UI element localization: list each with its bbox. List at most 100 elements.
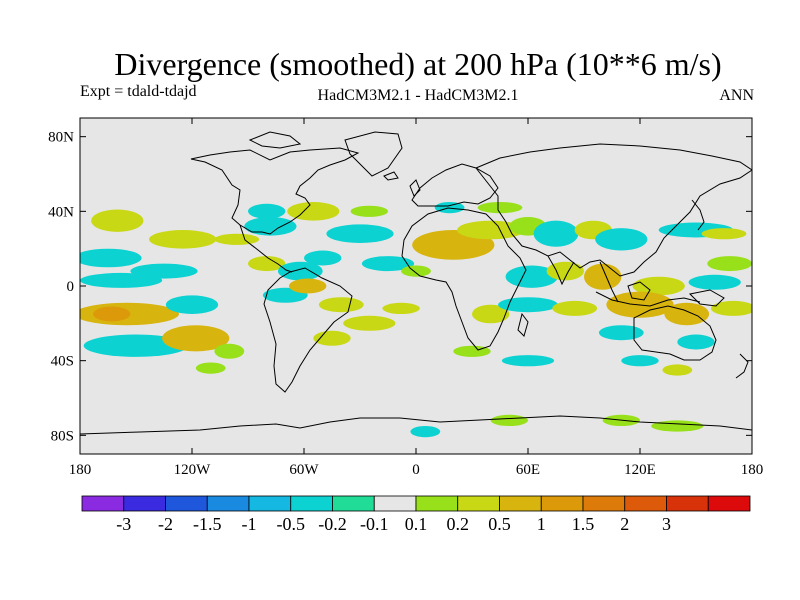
colorbar-label-3: -1 — [242, 514, 257, 534]
contour-region-21 — [318, 297, 364, 313]
contour-region-45 — [472, 304, 510, 324]
colorbar-swatch-13 — [624, 495, 667, 512]
colorbar-label-6: -0.1 — [360, 514, 389, 534]
coast-africa — [401, 207, 527, 351]
colorbar-label-10: 1 — [537, 514, 546, 534]
y-tick-label-0: 80N — [48, 130, 74, 146]
y-tick-label-3: 40S — [51, 354, 74, 370]
contour-region-47 — [552, 300, 598, 316]
colorbar-swatch-1 — [123, 495, 166, 512]
coast-india — [547, 255, 575, 286]
contour-region-13 — [244, 217, 297, 236]
coast-europe — [411, 163, 499, 207]
contour-region-51 — [710, 300, 752, 316]
contour-region-25 — [361, 256, 415, 272]
colorbar-label-13: 3 — [662, 514, 671, 534]
colorbar-swatch-6 — [332, 495, 375, 512]
coast-borneo — [627, 281, 651, 301]
contour-region-10 — [214, 343, 245, 359]
contour-region-16 — [248, 256, 286, 272]
contour-region-33 — [434, 202, 465, 214]
contour-region-9 — [162, 325, 230, 352]
contour-region-11 — [195, 362, 226, 374]
contour-region-53 — [501, 355, 555, 367]
contour-region-34 — [533, 220, 579, 247]
contour-region-20 — [289, 278, 327, 294]
axes: 180 120W 60W 0 60E 120E 180 80N 40N 0 40S 80S — [48, 118, 763, 478]
contour-region-49 — [664, 302, 710, 326]
contour-region-60 — [410, 426, 441, 438]
contour-region-52 — [677, 334, 715, 350]
contour-region-40 — [688, 274, 741, 290]
contour-region-46 — [498, 297, 558, 313]
colorbar-label-2: -1.5 — [193, 514, 222, 534]
colorbar-label-9: 0.5 — [488, 514, 511, 534]
contour-region-32 — [477, 202, 523, 214]
x-tick-label-5: 120E — [624, 462, 656, 478]
coast-arctic-islands — [248, 131, 302, 149]
contour-region-44 — [632, 276, 685, 296]
coast-north-america — [190, 147, 360, 235]
coast-japan — [691, 199, 705, 231]
contour-region-38 — [701, 228, 747, 240]
coast-australia — [633, 305, 717, 361]
contour-region-7 — [130, 263, 198, 279]
contour-region-57 — [490, 414, 528, 426]
colorbar: -3 -2 -1.5 -1 -0.5 -0.2 -0.1 0.1 0.2 0.5 1 1.5 2 3 — [81, 495, 751, 534]
contour-region-59 — [651, 420, 704, 432]
contour-region-5 — [83, 334, 189, 357]
colorbar-label-0: -3 — [116, 514, 131, 534]
y-tick-label-2: 0 — [67, 279, 75, 295]
contour-region-54 — [621, 355, 659, 367]
contour-region-4 — [93, 306, 131, 322]
contour-region-6 — [149, 230, 217, 249]
y-tick-label-1: 40N — [48, 204, 74, 220]
coast-madagascar — [517, 312, 529, 337]
coast-se-asia — [599, 261, 619, 303]
colorbar-swatch-15 — [707, 495, 751, 512]
x-tick-label-0: 180 — [69, 462, 92, 478]
contour-region-36 — [595, 228, 648, 251]
models-label: HadCM3M2.1 - HadCM3M2.1 — [317, 87, 519, 104]
colorbar-swatch-9 — [457, 495, 500, 512]
colorbar-swatch-7 — [373, 495, 417, 512]
contour-region-0 — [91, 209, 144, 232]
colorbar-label-11: 1.5 — [572, 514, 595, 534]
contour-region-39 — [707, 256, 752, 272]
colorbar-label-7: 0.1 — [405, 514, 428, 534]
contour-region-28 — [343, 315, 396, 331]
contour-region-50 — [598, 325, 644, 341]
colorbar-swatch-12 — [582, 495, 626, 512]
colorbar-label-4: -0.5 — [277, 514, 306, 534]
experiment-label: Expt = tdald-tdajd — [80, 83, 197, 100]
contour-region-14 — [248, 203, 286, 219]
chart-title: Divergence (smoothed) at 200 hPa (10**6 … — [114, 46, 722, 82]
x-tick-label-4: 60E — [516, 462, 540, 478]
coast-greenland — [344, 131, 403, 177]
contour-region-1 — [80, 248, 142, 268]
colorbar-label-12: 2 — [620, 514, 629, 534]
colorbar-swatch-4 — [248, 495, 292, 512]
colorbar-swatch-2 — [165, 495, 208, 512]
coastlines — [80, 131, 752, 435]
colorbar-swatch-14 — [666, 495, 709, 512]
season-label: ANN — [719, 87, 754, 104]
contour-region-8 — [165, 295, 219, 315]
coast-iceland — [383, 171, 399, 181]
coast-gulf — [239, 224, 293, 273]
coast-south-america — [263, 267, 353, 393]
x-tick-label-2: 60W — [289, 462, 319, 478]
x-tick-label-1: 120W — [174, 462, 212, 478]
x-tick-label-3: 0 — [412, 462, 420, 478]
contour-region-17 — [277, 261, 323, 281]
colorbar-swatch-5 — [290, 495, 333, 512]
x-tick-label-6: 180 — [741, 462, 764, 478]
contour-region-55 — [662, 364, 693, 376]
colorbar-swatch-3 — [206, 495, 250, 512]
coast-asia — [475, 143, 752, 277]
contour-region-23 — [326, 224, 394, 243]
y-tick-label-4: 80S — [51, 428, 74, 444]
contour-region-24 — [350, 205, 388, 217]
colorbar-swatch-11 — [540, 495, 584, 512]
